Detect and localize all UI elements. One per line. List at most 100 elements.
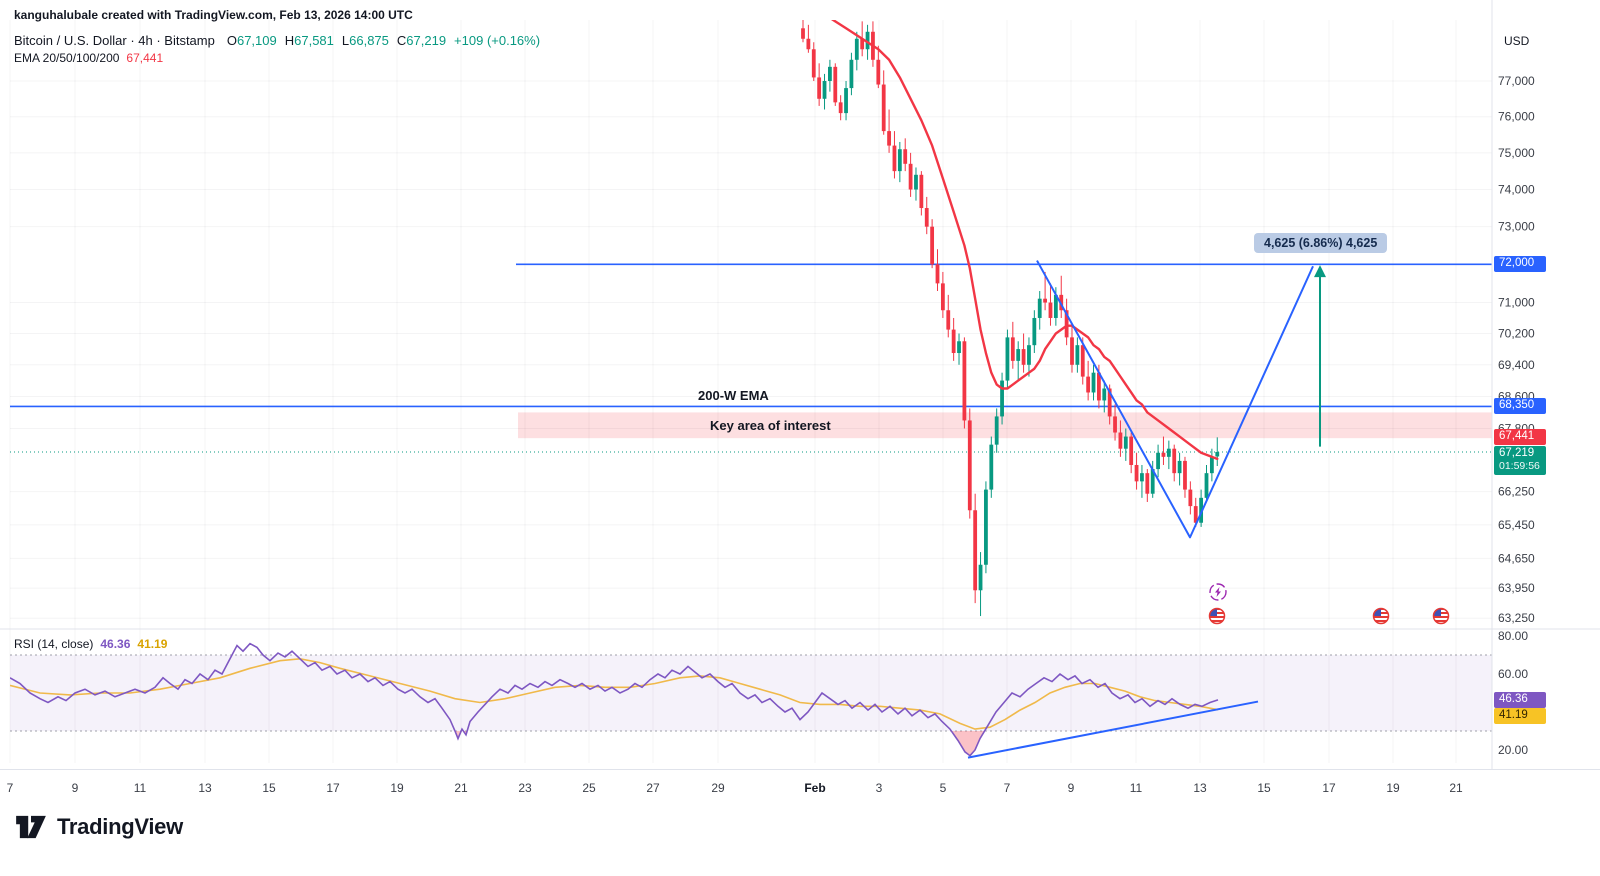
candle — [817, 77, 822, 99]
candle — [1118, 432, 1123, 449]
candle — [1140, 473, 1144, 482]
price-tick: 77,000 — [1498, 74, 1535, 88]
measure-arrow-head — [1314, 265, 1326, 278]
price-tick: 76,000 — [1498, 110, 1535, 124]
symbol-title[interactable]: Bitcoin / U.S. Dollar · 4h · Bitstamp — [14, 33, 215, 48]
candle — [828, 66, 832, 81]
time-tick: 13 — [1193, 781, 1207, 795]
time-tick: 29 — [711, 781, 725, 795]
candle — [908, 163, 913, 190]
candle — [1199, 497, 1204, 523]
time-tick: 9 — [1068, 781, 1075, 795]
time-tick: 11 — [1130, 781, 1143, 795]
candle — [1091, 372, 1096, 393]
candle — [1166, 448, 1171, 457]
candle — [1107, 388, 1112, 417]
candle — [951, 329, 956, 354]
us-flag-event-icon[interactable] — [1373, 608, 1389, 624]
ema200w-label[interactable]: 200-W EMA — [698, 388, 769, 403]
candle — [1215, 451, 1220, 457]
ema-legend[interactable]: EMA 20/50/100/200 67,441 — [14, 51, 163, 65]
candle — [854, 38, 859, 60]
rsi-badge: 46.36 — [1494, 691, 1546, 708]
ema-value: 67,441 — [126, 51, 164, 65]
time-tick: 27 — [646, 781, 660, 795]
price-scale-unit[interactable]: USD — [1504, 34, 1530, 48]
price-axis-badges: 72,000 68,350 67,441 67,219 01:59:56 46.36 41.… — [1493, 0, 1600, 800]
candle — [962, 341, 967, 421]
candle — [994, 416, 999, 445]
rsi-trendline[interactable] — [967, 700, 1259, 759]
rsi-line — [10, 642, 1219, 757]
candle — [930, 226, 935, 265]
key-area-zone[interactable] — [518, 412, 1492, 439]
time-tick: 5 — [940, 781, 947, 795]
price-tick: 65,450 — [1498, 518, 1535, 532]
candlestick-series[interactable] — [801, 0, 1220, 617]
candle — [892, 145, 897, 172]
symbol-legend[interactable]: Bitcoin / U.S. Dollar · 4h · Bitstamp O67… — [14, 33, 540, 48]
us-flag-event-icon[interactable] — [1209, 608, 1225, 624]
projection-trendline[interactable] — [1036, 260, 1314, 539]
candle — [822, 80, 827, 99]
candle — [1134, 464, 1139, 482]
time-tick: 21 — [1449, 781, 1463, 795]
time-tick: 15 — [1257, 781, 1271, 795]
candle — [1161, 452, 1166, 457]
candle — [844, 88, 848, 114]
time-tick: 17 — [1322, 781, 1336, 795]
time-tick: 19 — [1386, 781, 1400, 795]
candle — [1032, 317, 1037, 346]
time-axis[interactable]: 7 9 11 13 15 17 19 21 23 25 27 29 Feb 3 5 7 9 11 13 15 17 19 2… — [7, 781, 1463, 795]
tradingview-logo[interactable]: TradingView — [14, 814, 183, 840]
price-badge: 72,000 — [1494, 256, 1546, 273]
candle — [1129, 436, 1134, 465]
candle — [801, 28, 805, 39]
tradingview-logo-icon — [16, 815, 46, 839]
candle — [811, 49, 816, 78]
candle — [887, 131, 891, 146]
price-tick: 70,200 — [1498, 326, 1535, 340]
candle — [1113, 416, 1117, 433]
us-flag-event-icon[interactable] — [1433, 608, 1449, 624]
candle — [967, 420, 972, 511]
candle — [1177, 460, 1182, 474]
time-tick: 25 — [582, 781, 596, 795]
price-badge: 67,219 01:59:56 — [1494, 445, 1546, 475]
price-tick: 63,250 — [1498, 611, 1535, 625]
candle — [1064, 310, 1069, 338]
candle — [1021, 349, 1026, 365]
measured-move-label[interactable]: 4,625 (6.86%) 4,625 — [1254, 233, 1388, 253]
candle — [935, 264, 940, 284]
ohlc-value: 66,875 — [349, 33, 389, 48]
key-area-label[interactable]: Key area of interest — [710, 418, 831, 433]
candle — [924, 208, 929, 227]
flash-event-icon[interactable] — [1209, 583, 1227, 601]
price-tick: 74,000 — [1498, 183, 1535, 197]
candle — [1145, 473, 1150, 494]
candle — [978, 564, 983, 591]
candle — [833, 66, 838, 103]
rsi-badge: 41.19 — [1494, 707, 1546, 724]
rsi-title: RSI (14, close) — [14, 637, 94, 651]
time-tick: 15 — [262, 781, 276, 795]
candle — [1156, 452, 1160, 470]
price-tick: 71,000 — [1498, 296, 1535, 310]
candle — [1183, 460, 1187, 490]
time-tick: 11 — [134, 781, 147, 795]
ema-label: EMA 20/50/100/200 — [14, 51, 120, 65]
candle — [973, 510, 978, 591]
rsi-legend[interactable]: RSI (14, close) 46.36 41.19 — [14, 637, 167, 651]
candle — [903, 149, 908, 164]
rsi-ma-line — [10, 657, 1219, 730]
ohlc-label: L — [341, 33, 350, 48]
candle — [860, 38, 865, 50]
ohlc-values: O67,109 H67,581 L66,875 C67,219 — [219, 33, 446, 48]
rsi-pane[interactable] — [10, 642, 1492, 759]
candle — [1005, 337, 1010, 381]
bar-countdown: 01:59:56 — [1499, 459, 1540, 472]
price-tick: 66,250 — [1498, 485, 1535, 499]
ema-line[interactable] — [803, 0, 1219, 461]
